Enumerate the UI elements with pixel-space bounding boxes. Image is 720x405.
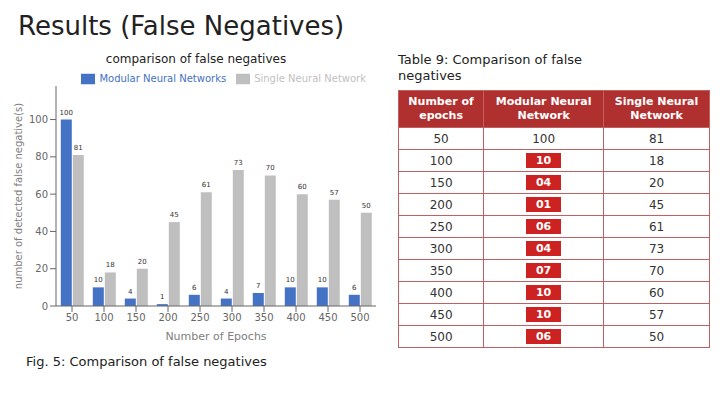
html-text:Single Neural Network: Single Neural Network <box>254 73 366 84</box>
html-text:50: 50 <box>648 329 665 344</box>
html-text:73: 73 <box>648 241 665 256</box>
html-text:100: 100 <box>532 131 556 146</box>
svg-text:60: 60 <box>35 189 48 200</box>
svg-text:45: 45 <box>170 211 179 219</box>
html-text:60: 60 <box>648 285 665 300</box>
html-text:45: 45 <box>648 197 665 212</box>
svg-text:60: 60 <box>298 183 307 191</box>
html-text:450: 450 <box>429 307 453 322</box>
svg-text:450: 450 <box>318 312 337 323</box>
svg-text:150: 150 <box>126 312 145 323</box>
html-text:81: 81 <box>648 131 665 146</box>
svg-text:73: 73 <box>234 159 243 167</box>
svg-text:70: 70 <box>266 164 275 172</box>
html-text:07: 07 <box>536 264 552 277</box>
svg-text:18: 18 <box>106 261 115 269</box>
svg-text:400: 400 <box>286 312 305 323</box>
html-text:500: 500 <box>429 329 453 344</box>
svg-text:Number of Epochs: Number of Epochs <box>165 330 266 343</box>
svg-text:10: 10 <box>94 276 103 284</box>
svg-text:61: 61 <box>202 181 211 189</box>
html-text:200: 200 <box>429 197 453 212</box>
svg-text:57: 57 <box>330 189 339 197</box>
html-text:10: 10 <box>536 308 552 321</box>
html-text:06: 06 <box>536 220 552 233</box>
html-text:10: 10 <box>536 286 552 299</box>
html-text:Number of epochs: Number of epochs <box>408 95 474 122</box>
html-text:150: 150 <box>429 175 453 190</box>
html-text:400: 400 <box>429 285 453 300</box>
svg-text:250: 250 <box>190 312 209 323</box>
html-text:Single Neural Network: Single Neural Network <box>614 95 699 122</box>
svg-text:100: 100 <box>60 109 73 117</box>
html-text:70: 70 <box>648 263 665 278</box>
svg-text:81: 81 <box>74 144 83 152</box>
svg-text:40: 40 <box>35 226 48 237</box>
svg-text:6: 6 <box>352 284 357 292</box>
svg-text:number of detected false negat: number of detected false negative(s) <box>13 103 24 290</box>
html-text:20: 20 <box>648 175 665 190</box>
svg-text:20: 20 <box>138 258 147 266</box>
svg-text:4: 4 <box>224 288 229 296</box>
html-text:04: 04 <box>536 242 552 255</box>
svg-text:500: 500 <box>350 312 369 323</box>
svg-text:10: 10 <box>318 276 327 284</box>
svg-text:10: 10 <box>286 276 295 284</box>
svg-text:100: 100 <box>29 114 48 125</box>
svg-text:7: 7 <box>256 282 260 290</box>
html-text:250: 250 <box>429 219 453 234</box>
html-text:18: 18 <box>648 153 665 168</box>
svg-text:4: 4 <box>128 288 133 296</box>
html-text:Modular Neural Network: Modular Neural Network <box>495 95 592 122</box>
html-text:10: 10 <box>536 154 552 167</box>
html-text:50: 50 <box>433 131 449 146</box>
html-text:Fig. 5: Comparison of false ne: Fig. 5: Comparison of false negatives <box>26 354 267 369</box>
svg-text:6: 6 <box>192 284 197 292</box>
svg-text:50: 50 <box>362 202 371 210</box>
html-text:300: 300 <box>429 241 453 256</box>
html-text:Results (False Negatives): Results (False Negatives) <box>18 11 345 41</box>
svg-text:0: 0 <box>42 301 48 312</box>
html-text:06: 06 <box>536 330 552 343</box>
html-text:01: 01 <box>536 198 552 211</box>
html-text:04: 04 <box>536 176 552 189</box>
html-text:57: 57 <box>648 307 665 322</box>
svg-text:50: 50 <box>66 312 79 323</box>
svg-text:300: 300 <box>222 312 241 323</box>
svg-text:20: 20 <box>35 263 48 274</box>
html-text:Modular Neural Networks: Modular Neural Networks <box>99 73 227 84</box>
svg-text:100: 100 <box>94 312 113 323</box>
svg-text:350: 350 <box>254 312 273 323</box>
html-text:61: 61 <box>648 219 665 234</box>
html-text:comparison of false negatives: comparison of false negatives <box>105 52 287 66</box>
svg-text:1: 1 <box>160 293 164 301</box>
svg-text:200: 200 <box>158 312 177 323</box>
svg-text:80: 80 <box>35 151 48 162</box>
html-text:100: 100 <box>429 153 453 168</box>
html-text:Table 9: Comparison of false n: Table 9: Comparison of false negatives <box>398 52 583 83</box>
html-text:350: 350 <box>429 263 453 278</box>
